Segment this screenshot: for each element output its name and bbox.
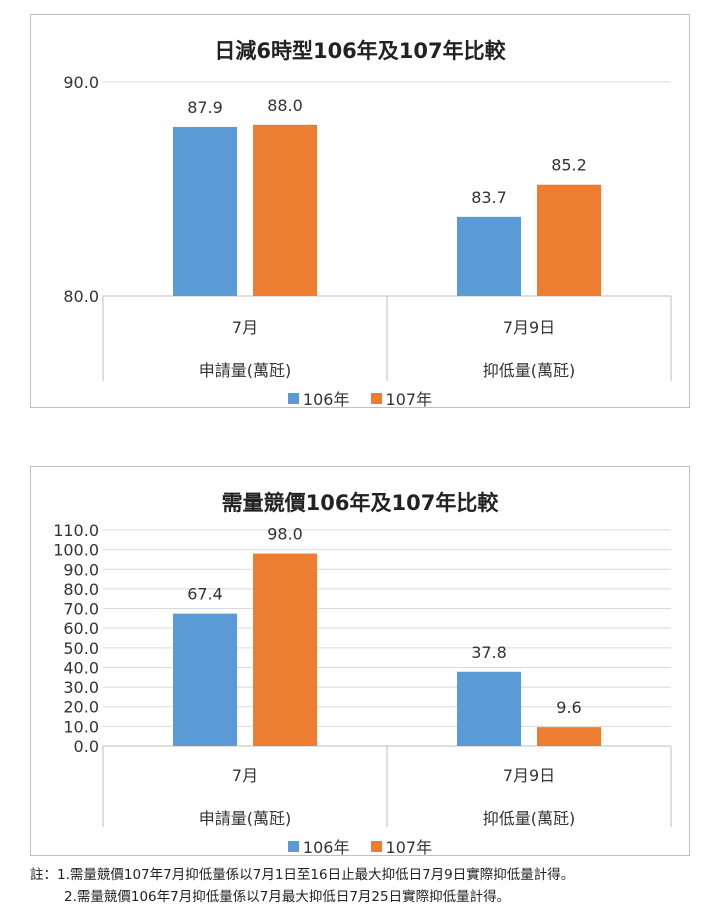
data-label: 83.7 [471, 188, 507, 207]
y-tick-label: 90.0 [63, 73, 99, 92]
y-tick-label: 30.0 [63, 678, 99, 697]
legend-swatch [287, 840, 299, 852]
data-label: 37.8 [471, 643, 507, 662]
category-group-label: 抑低量(萬瓩) [483, 809, 576, 828]
data-label: 98.0 [267, 525, 303, 544]
legend-swatch [370, 392, 382, 404]
legend-item-106: 106年 [287, 834, 350, 858]
legend-item-107: 107年 [370, 834, 433, 858]
y-tick-label: 20.0 [63, 698, 99, 717]
category-label: 7月9日 [503, 766, 555, 785]
footnote-1: 註：1.需量競價107年7月抑低量係以7月1日至16日止最大抑低日7月9日實際抑… [30, 867, 575, 883]
data-label: 88.0 [267, 96, 303, 115]
legend-label: 106年 [302, 390, 350, 409]
y-tick-label: 90.0 [63, 560, 99, 579]
y-tick-label: 100.0 [53, 541, 99, 560]
y-tick-label: 50.0 [63, 639, 99, 658]
bar [253, 124, 317, 296]
bar [173, 613, 237, 746]
legend: 106年 107年 [31, 386, 689, 410]
category-group-label: 申請量(萬瓩) [199, 361, 292, 380]
legend-label: 106年 [302, 838, 350, 857]
y-tick-label: 40.0 [63, 658, 99, 677]
data-label: 9.6 [556, 698, 581, 717]
y-tick-label: 80.0 [63, 287, 99, 306]
legend-item-106: 106年 [287, 386, 350, 410]
legend-label: 107年 [385, 390, 433, 409]
bar [537, 727, 601, 746]
data-label: 87.9 [187, 98, 223, 117]
bar [457, 671, 521, 746]
bar [253, 553, 317, 746]
category-group-label: 抑低量(萬瓩) [483, 361, 576, 380]
legend-label: 107年 [385, 838, 433, 857]
y-tick-label: 0.0 [74, 737, 99, 756]
legend-swatch [370, 840, 382, 852]
footnote-2: 2.需量競價106年7月抑低量係以7月最大抑低日7月25日實際抑低量計得。 [64, 889, 511, 905]
legend-swatch [287, 392, 299, 404]
chart-1: 日減6時型106年及107年比較 90.0 80.0 87.9 88.0 7月申請量(萬… [30, 14, 690, 410]
footnotes: 註：1.需量競價107年7月抑低量係以7月1日至16日止最大抑低日7月9日實際抑… [30, 864, 720, 908]
category-label: 7月9日 [503, 318, 555, 337]
y-tick-label: 70.0 [63, 600, 99, 619]
y-tick-label: 80.0 [63, 580, 99, 599]
legend-item-107: 107年 [370, 386, 433, 410]
y-tick-label: 60.0 [63, 619, 99, 638]
chart-plot: 110.0100.090.080.070.060.050.040.030.020… [53, 521, 672, 828]
data-label: 67.4 [187, 585, 223, 604]
chart-title: 需量競價106年及107年比較 [221, 491, 499, 515]
y-tick-label: 110.0 [53, 521, 99, 540]
category-group-label: 申請量(萬瓩) [199, 809, 292, 828]
category-label: 7月 [232, 318, 258, 337]
category-label: 7月 [232, 766, 258, 785]
y-tick-label: 10.0 [63, 717, 99, 736]
bar [537, 184, 601, 296]
chart-title: 日減6時型106年及107年比較 [214, 39, 506, 63]
legend: 106年 107年 [31, 834, 689, 858]
chart-2: 需量競價106年及107年比較 110.0 100.0 90.0 80.0 70.0 60… [30, 466, 690, 858]
bar [173, 126, 237, 296]
bar [457, 216, 521, 296]
data-label: 85.2 [551, 156, 587, 175]
